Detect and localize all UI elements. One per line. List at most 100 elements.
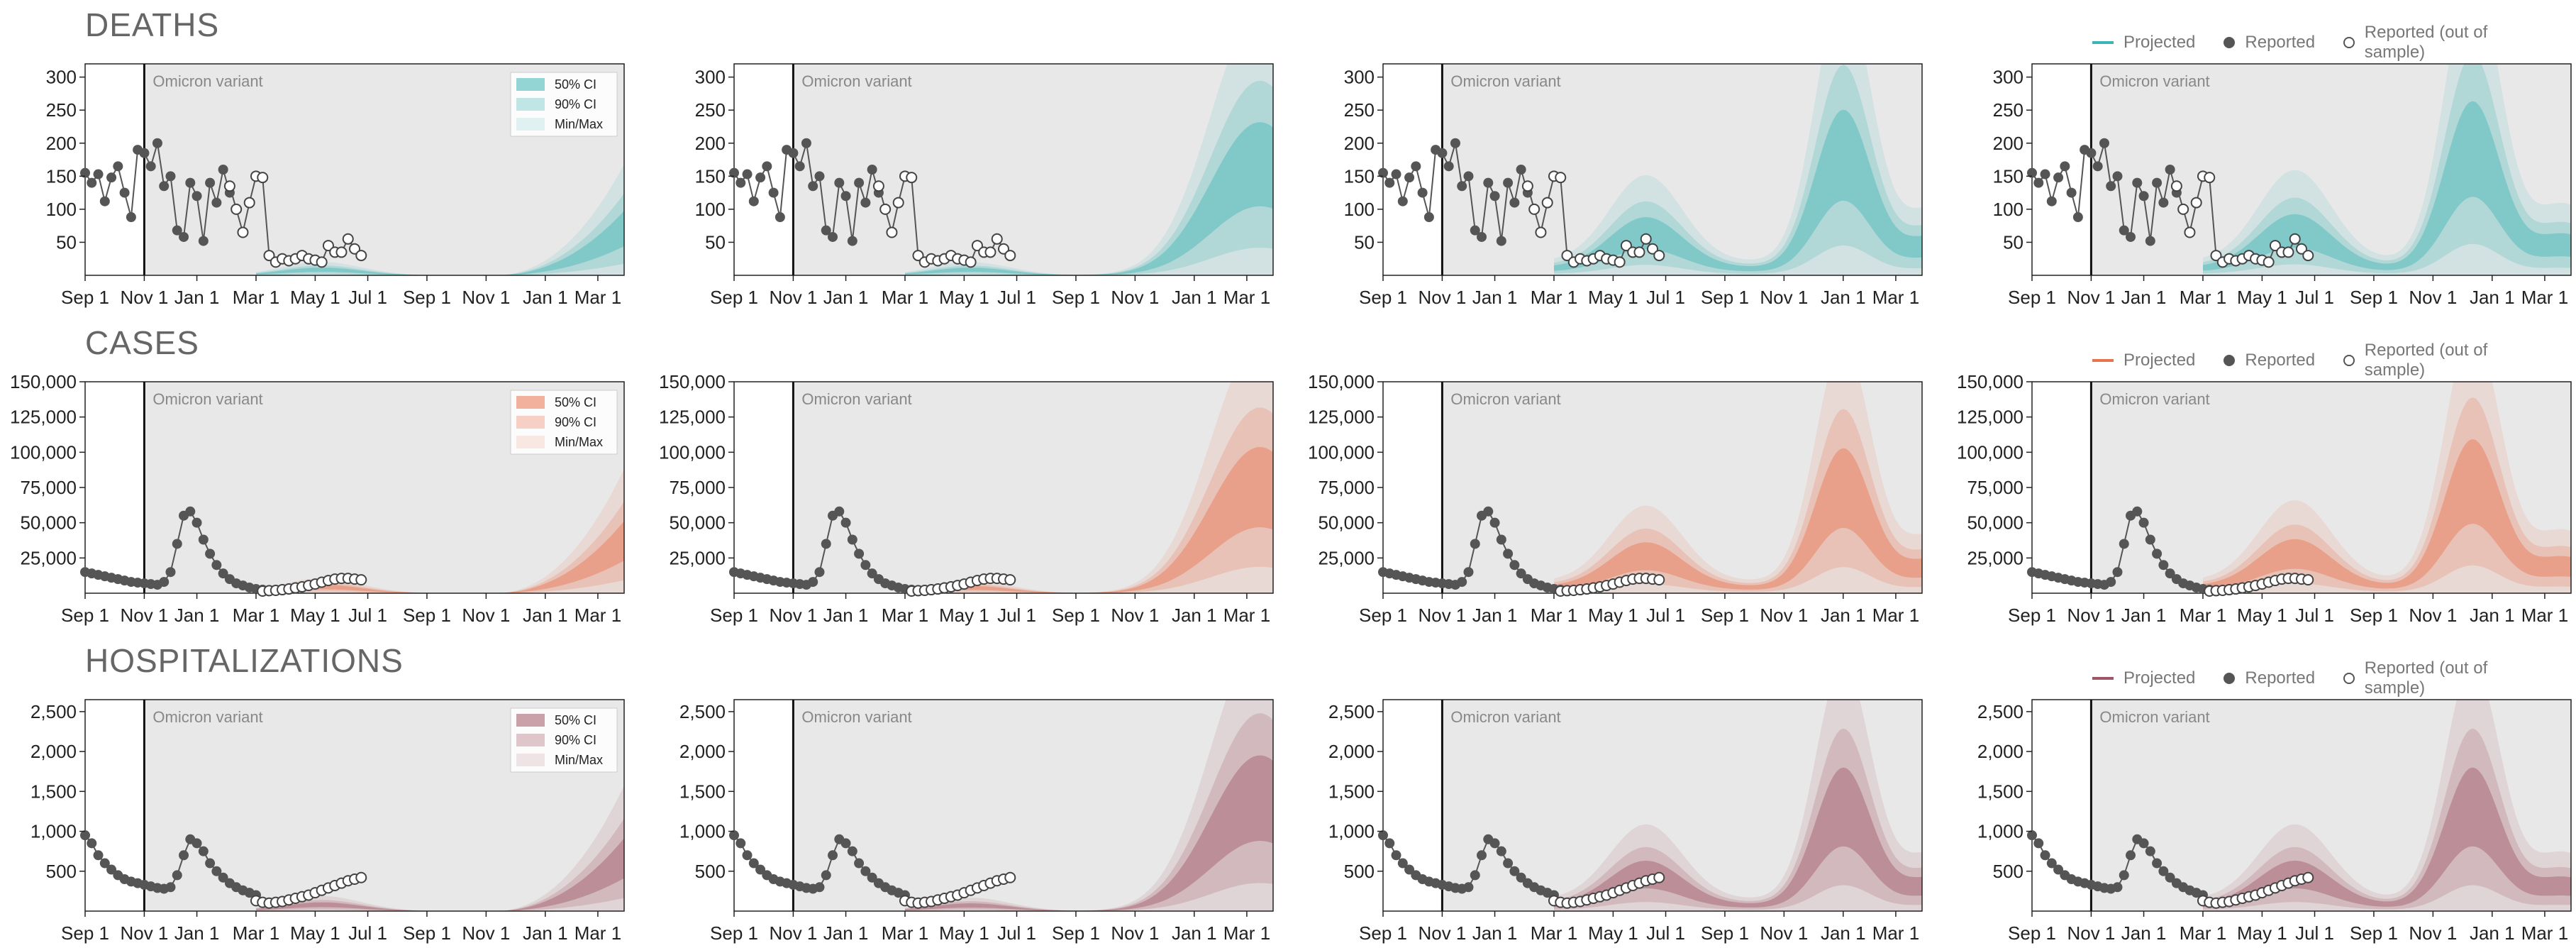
ci50-band [905, 755, 1273, 911]
x-tick-label: Mar 1 [2521, 287, 2568, 308]
x-tick-label: Nov 1 [1760, 605, 1808, 626]
reported-point [2152, 549, 2163, 559]
reported-point [2040, 169, 2050, 180]
reported-point [801, 138, 811, 148]
y-tick-label: 25,000 [1318, 547, 1375, 568]
x-tick-label: Sep 1 [1359, 605, 1407, 626]
reported-point [99, 858, 110, 869]
ci-legend-label: 90% CI [555, 733, 596, 747]
x-tick-label: Mar 1 [2180, 605, 2226, 626]
out-of-sample-point [316, 256, 328, 268]
reported-point [755, 864, 766, 875]
reported-point [821, 870, 831, 881]
x-tick-label: Mar 1 [1531, 605, 1577, 626]
reported-point [185, 177, 196, 188]
reported-dot-swatch [2224, 355, 2236, 366]
y-tick-label: 250 [695, 99, 726, 121]
y-tick-label: 150,000 [10, 371, 77, 392]
reported-point [821, 539, 831, 549]
reported-point [2165, 165, 2175, 175]
section-title: DEATHS [85, 6, 220, 43]
ci90-band [905, 407, 1273, 593]
legend-label: Reported [2245, 668, 2316, 688]
y-tick-label: 500 [695, 861, 726, 882]
reported-point [165, 171, 176, 182]
x-tick-label: May 1 [1588, 605, 1638, 626]
y-tick-label: 75,000 [669, 477, 726, 498]
out-of-sample-point [2302, 250, 2314, 262]
reported-point [2126, 231, 2136, 242]
reported-point [2106, 181, 2116, 192]
x-tick-label: May 1 [939, 605, 989, 626]
reported-point [1463, 171, 1474, 182]
reported-point [794, 161, 805, 172]
reported-point [165, 882, 176, 893]
x-tick-label: Nov 1 [462, 922, 510, 944]
out-of-sample-point [2302, 871, 2314, 883]
x-tick-label: Sep 1 [1701, 922, 1749, 944]
reported-point [729, 830, 739, 841]
plot-frame [733, 699, 1274, 912]
x-tick-label: Jul 1 [1646, 922, 1685, 944]
out-of-sample-point [1653, 871, 1665, 883]
x-tick-label: Jan 1 [1172, 287, 1217, 308]
x-tick-label: Jul 1 [2295, 287, 2334, 308]
y-tick-label: 50,000 [1967, 512, 2023, 534]
legend-label: Projected [2123, 351, 2196, 370]
y-tick-label: 25,000 [20, 547, 77, 568]
x-tick-label: Sep 1 [61, 922, 109, 944]
ci90-band [905, 80, 1273, 275]
x-tick-label: Mar 1 [1531, 922, 1577, 944]
x-tick-label: Jan 1 [1472, 287, 1518, 308]
y-tick-label: 200 [46, 133, 77, 154]
out-of-sample-point [322, 240, 334, 252]
reported-point [729, 167, 739, 178]
x-tick-label: Mar 1 [2521, 605, 2568, 626]
x-tick-label: Sep 1 [710, 605, 758, 626]
reported-point [814, 567, 825, 578]
reported-point [867, 568, 877, 579]
reported-point [179, 231, 189, 242]
reported-point [205, 858, 216, 869]
reported-point [205, 177, 216, 188]
legend-label: Reported (out of sample) [2364, 658, 2488, 698]
series-legend: Projected Reported Reported (out of sample… [2092, 23, 2576, 62]
out-of-sample-point [886, 226, 898, 238]
reported-point [218, 165, 228, 175]
x-tick-label: Nov 1 [462, 605, 510, 626]
x-tick-label: Sep 1 [2350, 605, 2398, 626]
reported-point [179, 850, 189, 861]
x-tick-label: Nov 1 [120, 922, 168, 944]
ci90-band [256, 193, 624, 275]
reported-point [1411, 161, 1421, 172]
reported-point [1503, 858, 1514, 869]
ci-legend-swatch [516, 78, 545, 91]
x-tick-label: Mar 1 [574, 287, 621, 308]
out-of-sample-point [912, 250, 924, 262]
x-tick-label: Jul 1 [1646, 605, 1685, 626]
reported-point [2086, 148, 2097, 158]
x-tick-label: Jan 1 [1172, 605, 1217, 626]
reported-point [1404, 864, 1415, 875]
reported-point [119, 187, 130, 198]
reported-point [2165, 872, 2175, 883]
reported-point [2099, 138, 2109, 148]
y-tick-label: 200 [1344, 133, 1375, 154]
reported-point [834, 177, 845, 188]
omicron-annotation: Omicron variant [1450, 390, 1560, 408]
x-tick-label: Nov 1 [2067, 605, 2115, 626]
out-of-sample-point [1561, 250, 1573, 262]
ci50-band [1554, 109, 1922, 272]
y-tick-label: 500 [46, 861, 77, 882]
x-tick-label: Mar 1 [882, 287, 928, 308]
reported-point [1463, 882, 1474, 893]
reported-point [80, 167, 90, 178]
reported-point [1470, 539, 1480, 549]
reported-point [1443, 161, 1454, 172]
ci90-band [1554, 728, 1922, 910]
x-tick-label: Sep 1 [2008, 287, 2056, 308]
x-tick-label: May 1 [2237, 287, 2287, 308]
out-of-sample-point [2210, 250, 2222, 262]
